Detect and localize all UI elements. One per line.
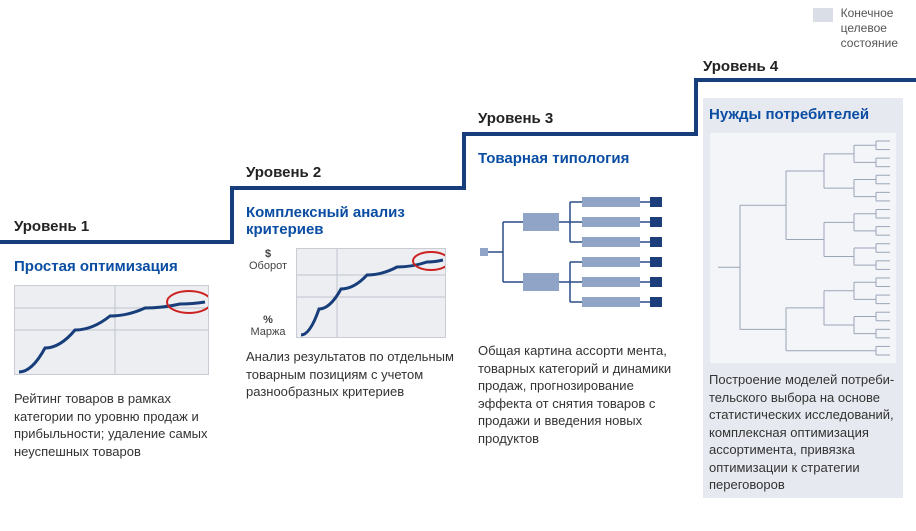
level-2-label: Уровень 2 bbox=[246, 164, 456, 181]
level-3-label: Уровень 3 bbox=[478, 110, 688, 127]
level-2-chart-row: $ Оборот % Маржа bbox=[246, 248, 456, 338]
level-4: Уровень 4 Нужды потребителей Построение … bbox=[703, 58, 903, 498]
level-4-title: Нужды потребителей bbox=[709, 106, 897, 123]
axis-top: $ Оборот bbox=[246, 248, 290, 272]
level-2-chart bbox=[296, 248, 446, 338]
level-4-desc: Построение моделей потреби­ тельского вы… bbox=[709, 371, 897, 494]
level-1-title: Простая оптимизация bbox=[14, 258, 224, 275]
level-1: Уровень 1 Простая оптимизация Рейтинг то… bbox=[14, 218, 224, 460]
level-3-desc: Общая картина ассорти­ мента, товарных к… bbox=[478, 342, 688, 447]
level-4-chart bbox=[710, 133, 896, 363]
level-3: Уровень 3 Товарная типология Общая карти… bbox=[478, 110, 688, 447]
level-1-label: Уровень 1 bbox=[14, 218, 224, 235]
level-3-chart bbox=[478, 177, 678, 327]
level-2: Уровень 2 Комплексный анализ критериев $… bbox=[246, 164, 456, 401]
level-2-desc: Анализ результатов по отдельным товарным… bbox=[246, 348, 456, 401]
level-3-title: Товарная типология bbox=[478, 150, 688, 167]
level-1-desc: Рейтинг товаров в рамках категории по ур… bbox=[14, 390, 224, 460]
level-4-label: Уровень 4 bbox=[703, 58, 903, 75]
level-2-title: Комплексный анализ критериев bbox=[246, 204, 456, 238]
level-1-chart bbox=[14, 285, 209, 375]
axis-bottom: % Маржа bbox=[246, 314, 290, 338]
